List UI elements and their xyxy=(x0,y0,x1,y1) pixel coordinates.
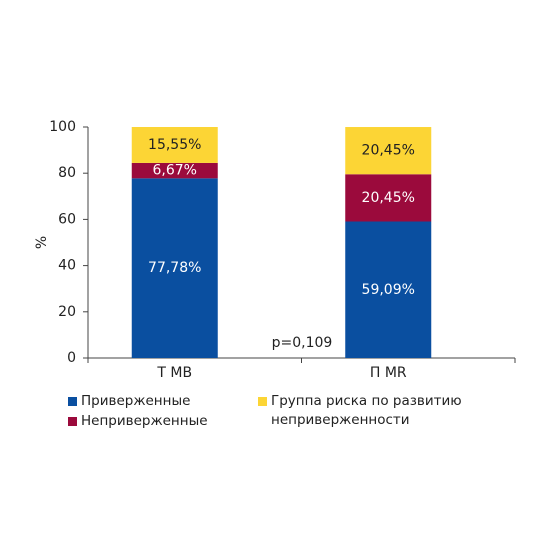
y-tick-label: 60 xyxy=(58,211,76,227)
legend-swatch xyxy=(258,397,267,406)
bar-segment xyxy=(345,221,432,358)
legend-swatch xyxy=(68,397,77,406)
y-tick-label: 20 xyxy=(58,304,76,320)
bar-segment xyxy=(131,178,218,358)
value-label: 15,55% xyxy=(148,137,201,153)
y-tick-label: 40 xyxy=(58,258,76,274)
bar-segment xyxy=(345,127,432,175)
y-tick-label: 0 xyxy=(67,350,76,366)
value-label: 20,45% xyxy=(362,143,415,159)
y-tick-label: 80 xyxy=(58,165,76,181)
bar-segment xyxy=(345,174,432,222)
annotation: p=0,109 xyxy=(272,335,333,351)
legend-swatch xyxy=(68,417,77,426)
legend-label: Приверженные xyxy=(81,393,191,409)
x-tick-label: П MR xyxy=(370,365,407,381)
bar-segment xyxy=(131,127,218,163)
value-label: 77,78% xyxy=(148,260,201,276)
legend-label: Неприверженные xyxy=(81,413,208,429)
y-tick-label: 100 xyxy=(49,119,76,135)
value-label: 20,45% xyxy=(362,190,415,206)
bar-segment xyxy=(131,162,218,179)
value-label: 6,67% xyxy=(153,163,197,179)
value-label: 59,09% xyxy=(362,282,415,298)
x-tick-label: Т МВ xyxy=(156,365,192,381)
y-axis-label: % xyxy=(34,236,50,249)
legend-label: Группа риска по развитию неприверженност… xyxy=(271,393,462,428)
